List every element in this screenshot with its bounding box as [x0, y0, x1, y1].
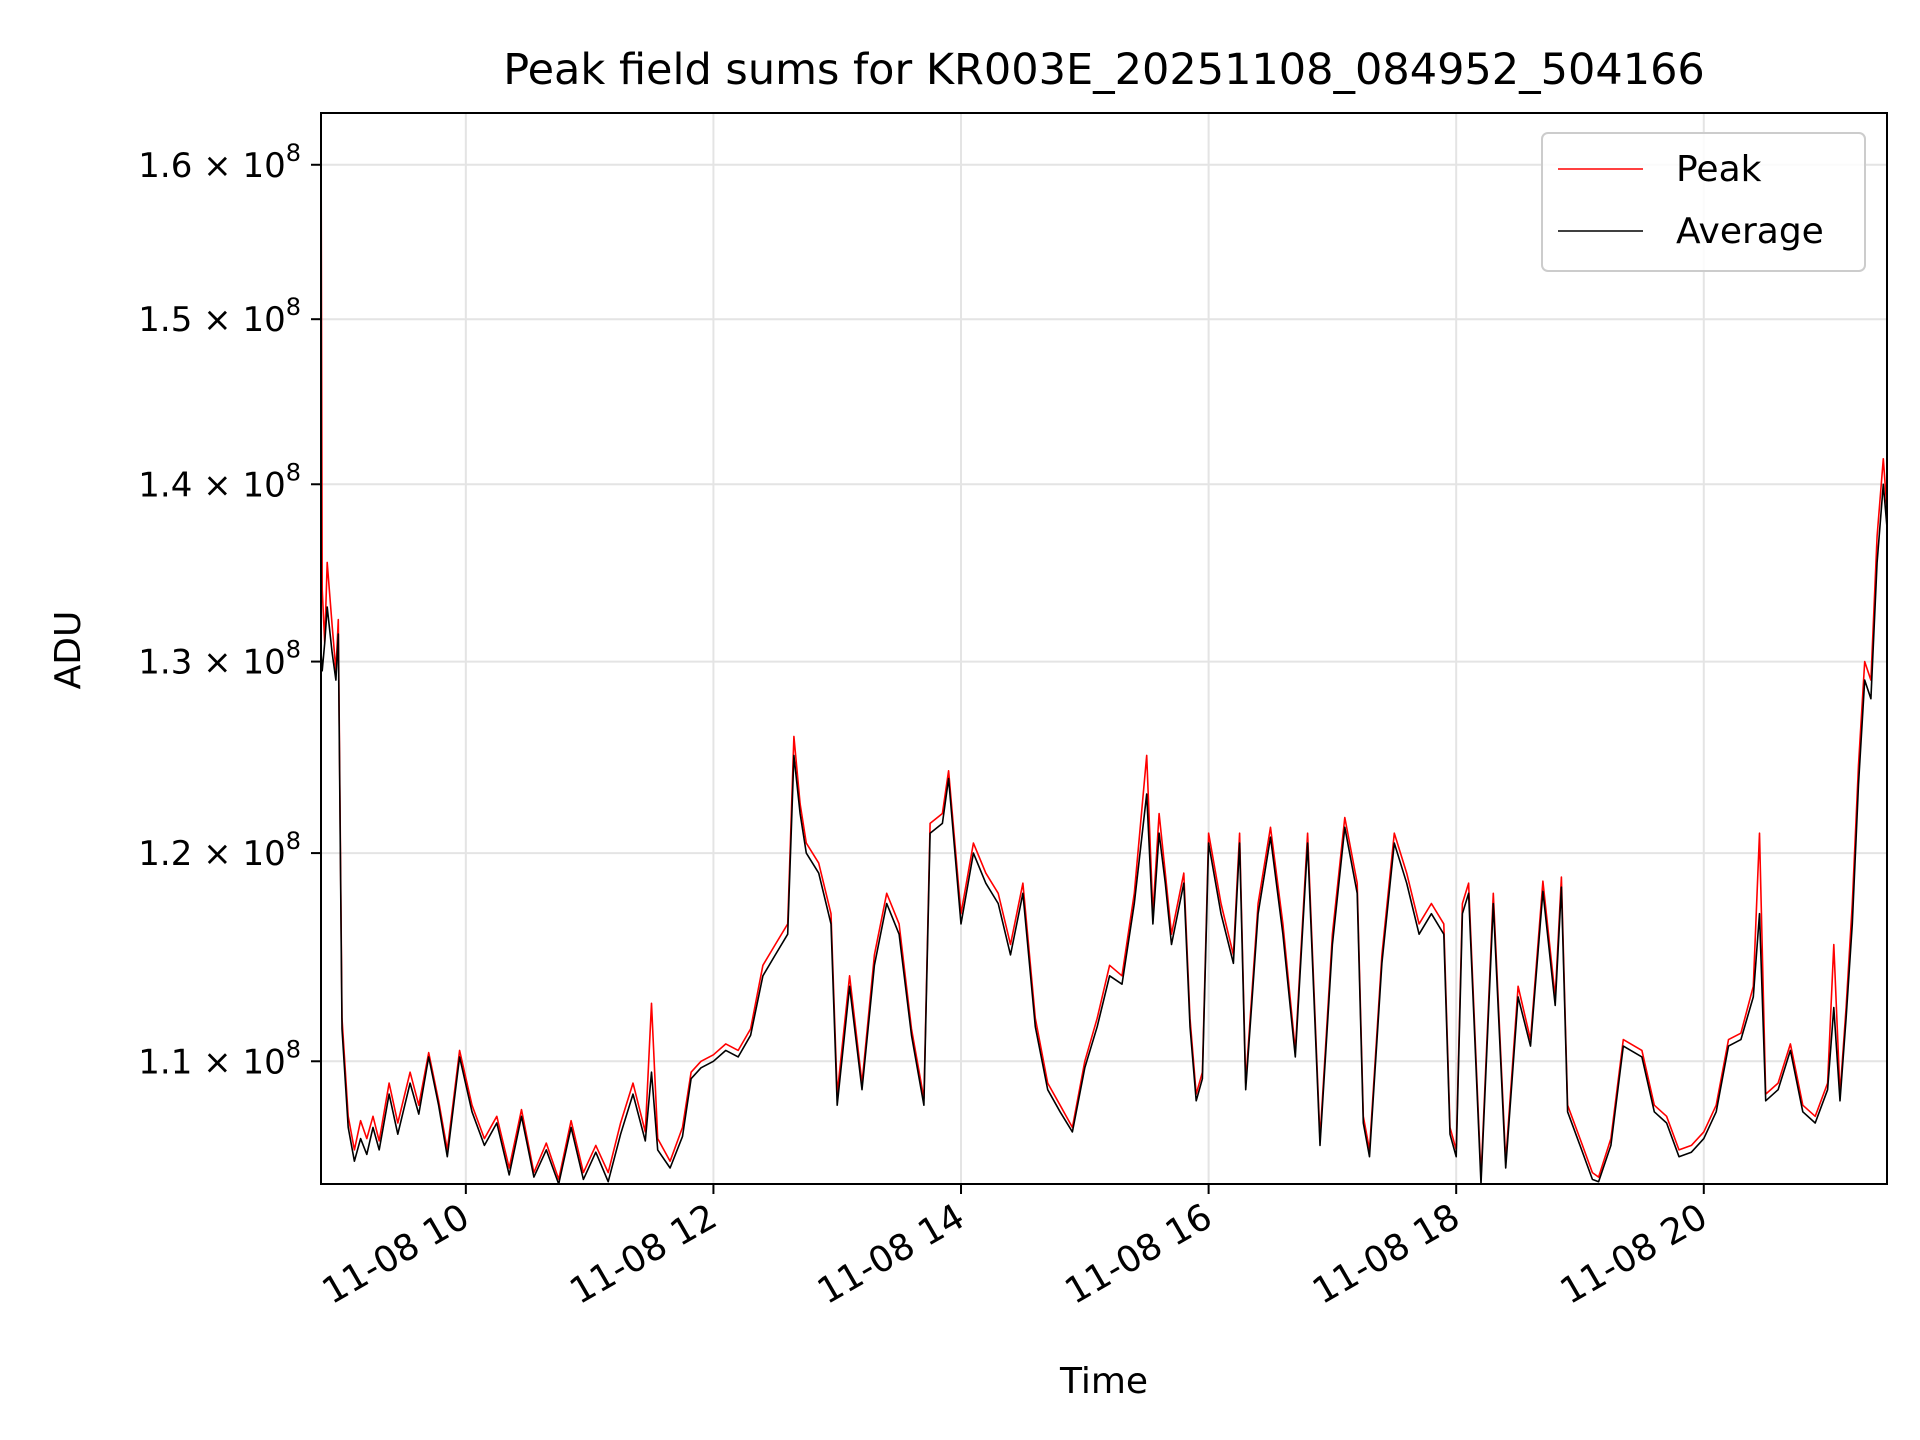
y-tick-label: 1.2 × 108 — [138, 827, 301, 874]
y-tick-label: 1.3 × 108 — [138, 636, 301, 683]
series-line-average — [321, 483, 1887, 1184]
legend-peak-label: Peak — [1676, 149, 1762, 190]
grid-lines — [321, 113, 1887, 1184]
y-axis-label: ADU — [48, 611, 89, 690]
series-layer — [321, 113, 1887, 1184]
plot-frame — [320, 112, 1888, 1185]
chart-title: Peak field sums for KR003E_20251108_0849… — [503, 45, 1705, 95]
y-tick-label: 1.4 × 108 — [138, 458, 301, 505]
x-axis-label: Time — [1059, 1361, 1148, 1402]
y-tick-label: 1.5 × 108 — [138, 293, 301, 340]
y-tick-label: 1.1 × 108 — [138, 1035, 301, 1082]
legend-average-label: Average — [1676, 211, 1824, 252]
y-tick-label: 1.6 × 108 — [138, 139, 301, 186]
y-axis: 1.1 × 108 1.2 × 108 1.3 × 108 1.4 × 108 1.5 … — [138, 139, 321, 1082]
legend-box — [1541, 132, 1866, 272]
series-line-peak — [321, 113, 1887, 1181]
legend: Peak Average — [1541, 132, 1866, 272]
